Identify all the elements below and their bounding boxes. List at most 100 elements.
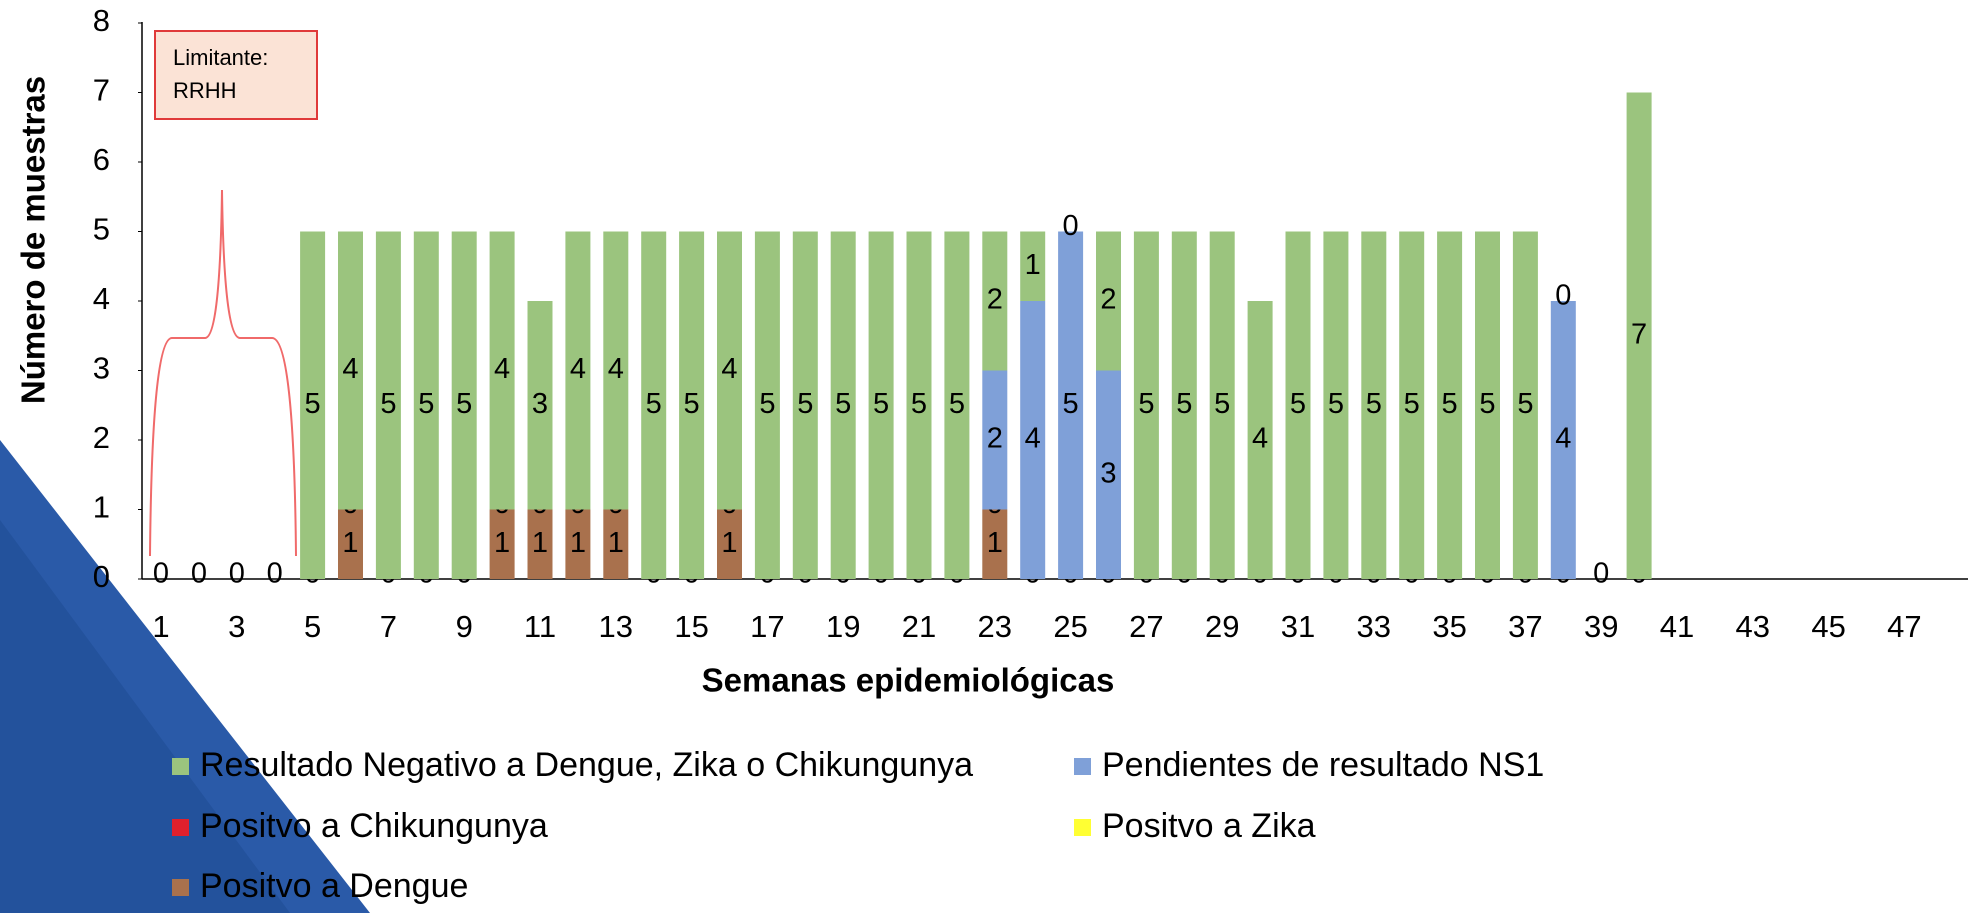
bar-segment xyxy=(1361,231,1387,579)
data-label: 1 xyxy=(608,527,624,559)
x-tick-label: 47 xyxy=(1887,609,1921,644)
data-label: 4 xyxy=(570,353,586,385)
legend-marker xyxy=(172,758,189,775)
data-label: 5 xyxy=(1517,388,1533,420)
bar-segment xyxy=(375,231,401,579)
data-label: 5 xyxy=(911,388,927,420)
y-tick-label: 1 xyxy=(93,490,110,525)
bar-segment xyxy=(1475,231,1500,579)
x-tick-label: 23 xyxy=(978,609,1012,644)
bar-segment xyxy=(1550,301,1576,579)
bar-segment xyxy=(868,231,894,579)
bar-segment xyxy=(338,509,363,579)
data-label: 0 xyxy=(191,558,207,590)
bar-segment xyxy=(1096,370,1121,579)
x-tick-label: 41 xyxy=(1660,609,1694,644)
data-label: 7 xyxy=(1631,318,1647,350)
y-tick-label: 2 xyxy=(93,420,110,455)
legend-label: Resultado Negativo a Dengue, Zika o Chik… xyxy=(200,746,973,784)
data-label: 5 xyxy=(1290,388,1306,420)
x-tick-label: 21 xyxy=(902,609,936,644)
bar-segment xyxy=(489,231,515,510)
bar-segment xyxy=(1399,231,1425,579)
data-label: 2 xyxy=(987,423,1003,455)
bar-segment xyxy=(1171,231,1197,579)
data-label: 4 xyxy=(1025,423,1041,455)
x-tick-label: 17 xyxy=(750,609,784,644)
x-tick-label: 13 xyxy=(599,609,633,644)
x-tick-label: 37 xyxy=(1508,609,1542,644)
data-label: 0 xyxy=(267,558,283,590)
bar-segment xyxy=(1209,231,1235,579)
y-tick-label: 4 xyxy=(93,281,110,316)
data-label: 0 xyxy=(1593,558,1609,590)
data-label: 5 xyxy=(797,388,813,420)
bar-segment xyxy=(982,231,1008,371)
bar-segment xyxy=(1020,301,1046,579)
bar-segment xyxy=(982,370,1008,510)
x-tick-label: 33 xyxy=(1357,609,1391,644)
data-label: 5 xyxy=(1063,388,1079,420)
bar-segment xyxy=(603,231,629,510)
y-axis-title: Número de muestras xyxy=(15,76,52,404)
x-tick-label: 43 xyxy=(1736,609,1770,644)
bar-segment xyxy=(1247,301,1273,579)
y-tick-label: 3 xyxy=(93,351,110,386)
bar-segment xyxy=(1133,231,1159,579)
data-label: 3 xyxy=(1100,457,1116,489)
data-label: 5 xyxy=(456,388,472,420)
data-label: 0 xyxy=(1555,280,1571,312)
x-tick-label: 15 xyxy=(674,609,708,644)
bar-segment xyxy=(1437,231,1463,579)
x-tick-label: 45 xyxy=(1811,609,1845,644)
data-label: 5 xyxy=(1404,388,1420,420)
data-label: 0 xyxy=(229,558,245,590)
x-tick-label: 5 xyxy=(304,609,321,644)
data-label: 5 xyxy=(1138,388,1154,420)
bar-segment xyxy=(603,509,629,579)
data-label: 4 xyxy=(1252,423,1268,455)
bar-segment xyxy=(338,231,363,510)
data-label: 2 xyxy=(1100,284,1116,316)
bar-segment xyxy=(527,301,553,510)
data-label: 5 xyxy=(1442,388,1458,420)
x-tick-label: 39 xyxy=(1584,609,1618,644)
bar-segment xyxy=(1323,231,1349,579)
bar-segment xyxy=(1020,231,1046,301)
bar-segment xyxy=(944,231,970,579)
data-label: 3 xyxy=(532,388,548,420)
data-label: 5 xyxy=(1176,388,1192,420)
data-label: 5 xyxy=(873,388,889,420)
x-tick-label: 3 xyxy=(228,609,245,644)
y-tick-label: 6 xyxy=(93,142,110,177)
bar-segment xyxy=(1626,92,1652,579)
data-label: 0 xyxy=(153,558,169,590)
data-label: 5 xyxy=(1214,388,1230,420)
bar-segment xyxy=(792,231,818,579)
annotation-text: RRHH xyxy=(173,78,237,103)
data-label: 5 xyxy=(684,388,700,420)
bar-segment xyxy=(679,231,705,579)
data-label: 1 xyxy=(721,527,737,559)
data-label: 5 xyxy=(646,388,662,420)
annotation-box xyxy=(154,30,318,120)
data-label: 5 xyxy=(1328,388,1344,420)
data-label: 1 xyxy=(494,527,510,559)
legend-marker xyxy=(172,819,189,836)
bar-segment xyxy=(1285,231,1311,579)
annotation-text: Limitante: xyxy=(173,45,268,70)
legend-marker xyxy=(1074,819,1091,836)
x-tick-label: 31 xyxy=(1281,609,1315,644)
data-label: 5 xyxy=(949,388,965,420)
data-label: 5 xyxy=(759,388,775,420)
legend-label: Positvo a Chikungunya xyxy=(200,807,548,845)
bar-segment xyxy=(413,231,439,579)
x-tick-label: 1 xyxy=(152,609,169,644)
y-tick-label: 5 xyxy=(93,212,110,247)
data-label: 5 xyxy=(418,388,434,420)
bar-segment xyxy=(830,231,856,579)
legend-label: Positvo a Zika xyxy=(1102,807,1316,845)
data-label: 1 xyxy=(342,527,358,559)
bar-segment xyxy=(489,509,515,579)
